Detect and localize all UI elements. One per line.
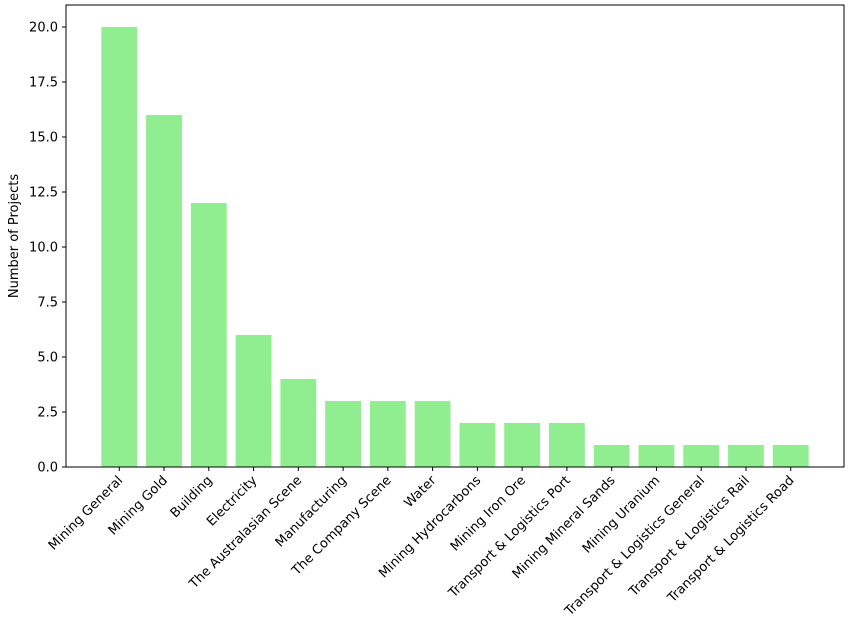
x-tick-label: Mining General — [46, 473, 126, 553]
bar — [146, 115, 182, 467]
bar — [101, 27, 138, 467]
y-tick-label: 7.5 — [37, 296, 58, 311]
bar — [772, 445, 809, 467]
bar — [459, 423, 496, 467]
y-tick-label: 17.5 — [29, 76, 58, 91]
bar — [325, 401, 361, 467]
y-axis-title: Number of Projects — [7, 174, 22, 298]
bar — [369, 401, 406, 467]
y-tick-label: 0.0 — [37, 461, 58, 476]
y-tick-label: 2.5 — [37, 406, 58, 421]
bar — [280, 379, 317, 467]
x-tick-label: Mining Iron Ore — [448, 473, 529, 554]
bars-layer — [101, 27, 809, 467]
bar — [728, 445, 764, 467]
y-tick-label: 5.0 — [37, 351, 58, 366]
y-axis: 0.0 2.5 5.0 7.5 10.0 12.5 15.0 17.5 20.0 — [29, 21, 66, 476]
bar — [414, 401, 451, 467]
bar — [549, 423, 585, 467]
y-tick-label: 10.0 — [29, 241, 58, 256]
x-tick-label: Water — [402, 473, 440, 511]
bar — [638, 445, 675, 467]
bar — [593, 445, 630, 467]
bar — [235, 335, 272, 467]
bar — [190, 203, 227, 467]
y-tick-label: 15.0 — [29, 131, 58, 146]
bar — [683, 445, 720, 467]
y-tick-label: 12.5 — [29, 186, 58, 201]
bar — [504, 423, 541, 467]
y-tick-label: 20.0 — [29, 21, 58, 36]
plot-frame — [65, 4, 845, 468]
x-tick-label: Mining Uranium — [580, 473, 663, 556]
